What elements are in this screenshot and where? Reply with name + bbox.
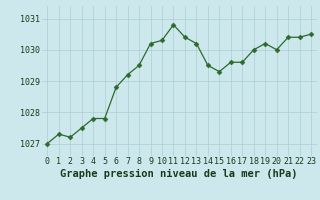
X-axis label: Graphe pression niveau de la mer (hPa): Graphe pression niveau de la mer (hPa) (60, 169, 298, 179)
